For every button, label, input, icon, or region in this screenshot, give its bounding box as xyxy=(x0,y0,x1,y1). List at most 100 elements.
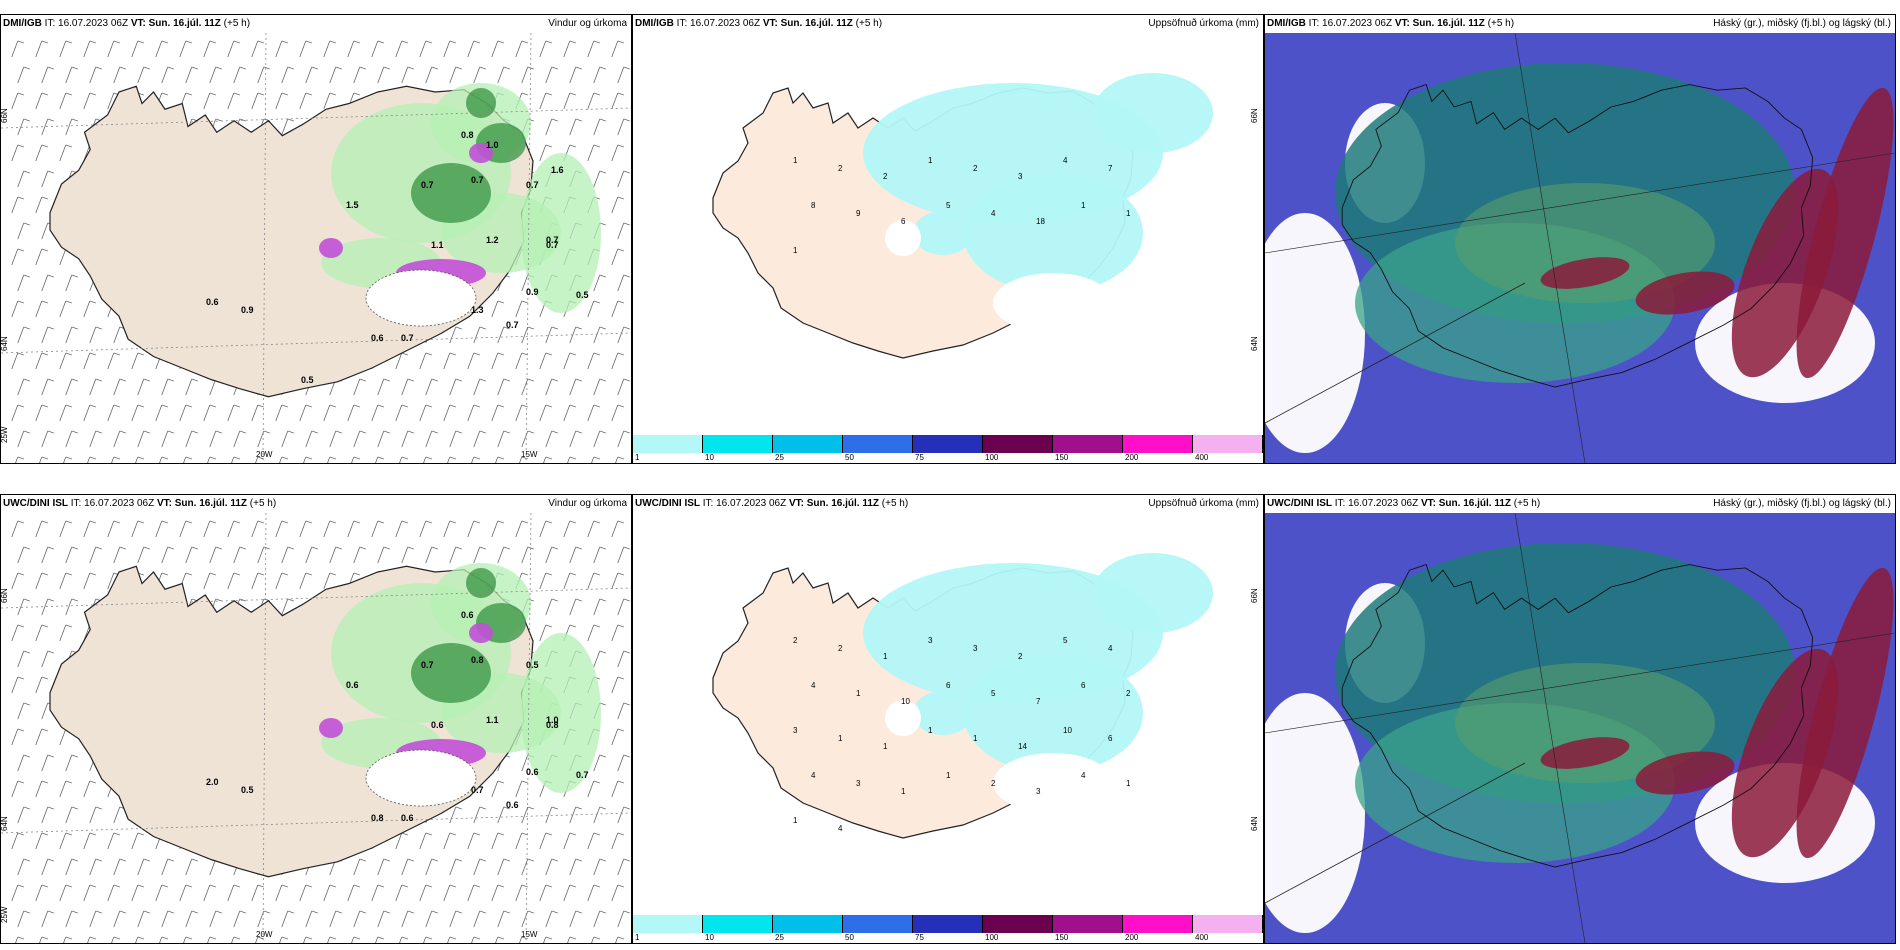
coordinate-label: 64N xyxy=(1250,816,1259,831)
panel-title: Vindur og úrkoma xyxy=(548,498,627,509)
precip-value-label: 1.0 xyxy=(546,715,559,725)
accum-value-label: 1 xyxy=(1081,201,1086,210)
model-name: UWC/DINI ISL xyxy=(1267,498,1332,509)
accum-value-label: 1 xyxy=(1126,209,1131,218)
colorbar-ticks: 1 10 25 50 75 100 150 200 400 xyxy=(633,453,1263,463)
precip-value-label: 0.8 xyxy=(461,130,474,140)
colorbar-swatch xyxy=(983,915,1053,933)
accum-value-label: 2 xyxy=(973,164,978,173)
precip-value-label: 0.5 xyxy=(241,785,254,795)
accum-precip-map: 66N64N2213325441106576231111141064311234… xyxy=(633,513,1263,913)
accum-value-label: 14 xyxy=(1018,742,1027,751)
coordinate-label: 20W xyxy=(256,930,273,939)
coordinate-label: 64N xyxy=(1250,336,1259,351)
accum-value-label: 4 xyxy=(811,681,816,690)
panel-wind-precip-dmi: DMI/IGB IT: 16.07.2023 06Z VT: Sun. 16.j… xyxy=(0,14,632,464)
precip-value-label: 1.6 xyxy=(551,165,564,175)
init-time: IT: 16.07.2023 06Z xyxy=(44,18,129,29)
lead-time: (+5 h) xyxy=(1487,18,1515,29)
init-time: IT: 16.07.2023 06Z xyxy=(676,18,761,29)
coordinate-label: 66N xyxy=(1250,588,1259,603)
init-time: IT: 16.07.2023 06Z xyxy=(70,498,155,509)
precip-value-label: 0.6 xyxy=(461,610,474,620)
colorbar-swatch xyxy=(703,435,773,453)
lead-time: (+5 h) xyxy=(1513,498,1541,509)
panel-title: Vindur og úrkoma xyxy=(548,18,627,29)
accum-value-label: 2 xyxy=(1018,652,1023,661)
colorbar-tick-label: 1 xyxy=(635,453,640,462)
precip-value-label: 0.6 xyxy=(506,800,519,810)
colorbar-tick-label: 10 xyxy=(705,453,714,462)
init-time: IT: 16.07.2023 06Z xyxy=(702,498,787,509)
lead-time: (+5 h) xyxy=(855,18,883,29)
precip-value-label: 0.9 xyxy=(526,287,539,297)
accum-value-label: 3 xyxy=(1036,787,1041,796)
lead-time: (+5 h) xyxy=(881,498,909,509)
model-name: UWC/DINI ISL xyxy=(3,498,68,509)
hatched-area xyxy=(365,749,477,807)
accum-value-label: 6 xyxy=(1081,681,1086,690)
accum-value-label: 10 xyxy=(1063,726,1072,735)
colorbar-swatch xyxy=(633,915,703,933)
colorbar-tick-label: 100 xyxy=(985,453,999,462)
boundary-line xyxy=(1265,632,1895,734)
colorbar-swatch xyxy=(913,435,983,453)
accum-value-label: 3 xyxy=(928,636,933,645)
valid-time: VT: Sun. 16.júl. 11Z xyxy=(762,18,853,29)
accum-value-label: 4 xyxy=(1063,156,1068,165)
colorbar-tick-label: 50 xyxy=(845,453,854,462)
panel-title: Uppsöfnuð úrkoma (mm) xyxy=(1148,18,1259,29)
panel-clouds-dmi: DMI/IGB IT: 16.07.2023 06Z VT: Sun. 16.j… xyxy=(1264,14,1896,464)
accum-value-label: 3 xyxy=(793,726,798,735)
accum-value-label: 1 xyxy=(946,771,951,780)
lead-time: (+5 h) xyxy=(249,498,277,509)
accum-value-label: 1 xyxy=(793,816,798,825)
precip-value-label: 0.8 xyxy=(371,813,384,823)
boundary-line xyxy=(1514,513,1586,943)
panel-header: DMI/IGB IT: 16.07.2023 06Z VT: Sun. 16.j… xyxy=(1267,15,1891,33)
accum-value-label: 8 xyxy=(811,201,816,210)
cloud-cover-map xyxy=(1265,33,1895,463)
precip-value-label: 1.1 xyxy=(486,715,499,725)
coordinate-label: 66N xyxy=(1,108,9,123)
accum-value-label: 5 xyxy=(991,689,996,698)
accum-value-label: 1 xyxy=(883,652,888,661)
precip-value-label: 0.7 xyxy=(471,785,484,795)
panel-title: Uppsöfnuð úrkoma (mm) xyxy=(1148,498,1259,509)
accum-value-label: 18 xyxy=(1036,217,1045,226)
model-name: DMI/IGB xyxy=(1267,18,1306,29)
valid-time: VT: Sun. 16.júl. 11Z xyxy=(130,18,221,29)
init-time: IT: 16.07.2023 06Z xyxy=(1308,18,1393,29)
precip-value-label: 0.6 xyxy=(206,297,219,307)
precip-shading xyxy=(319,83,601,313)
precip-value-label: 0.6 xyxy=(346,680,359,690)
precip-value-label: 0.7 xyxy=(471,175,484,185)
accum-value-label: 7 xyxy=(1108,164,1113,173)
accum-value-label: 10 xyxy=(901,697,910,706)
coordinate-label: 66N xyxy=(1,588,9,603)
colorbar-ticks: 1 10 25 50 75 100 150 200 400 xyxy=(633,933,1263,943)
coordinate-label: 15W xyxy=(521,450,538,459)
accum-value-label: 6 xyxy=(901,217,906,226)
coordinate-label: 25W xyxy=(1,426,9,443)
colorbar-tick-label: 75 xyxy=(915,933,924,942)
no-precip-area xyxy=(885,700,921,736)
panel-title: Háský (gr.), miðský (fj.bl.) og lágský (… xyxy=(1713,18,1891,29)
colorbar-tick-label: 100 xyxy=(985,933,999,942)
colorbar-tick-label: 200 xyxy=(1125,933,1139,942)
hatched-area xyxy=(365,269,477,327)
precip-value-label: 0.6 xyxy=(526,767,539,777)
precip-value-label: 0.6 xyxy=(401,813,414,823)
panel-wind-precip-uwc: UWC/DINI ISL IT: 16.07.2023 06Z VT: Sun.… xyxy=(0,494,632,944)
accum-value-label: 4 xyxy=(991,209,996,218)
colorbar-swatch xyxy=(703,915,773,933)
coordinate-label: 64N xyxy=(1,336,9,351)
init-time: IT: 16.07.2023 06Z xyxy=(1334,498,1419,509)
colorbar-tick-label: 25 xyxy=(775,453,784,462)
precip-value-label: 1.5 xyxy=(346,200,359,210)
accum-value-label: 6 xyxy=(946,681,951,690)
panel-accum-precip-dmi: DMI/IGB IT: 16.07.2023 06Z VT: Sun. 16.j… xyxy=(632,14,1264,464)
accum-value-label: 4 xyxy=(1108,644,1113,653)
precip-value-label: 0.7 xyxy=(576,770,589,780)
